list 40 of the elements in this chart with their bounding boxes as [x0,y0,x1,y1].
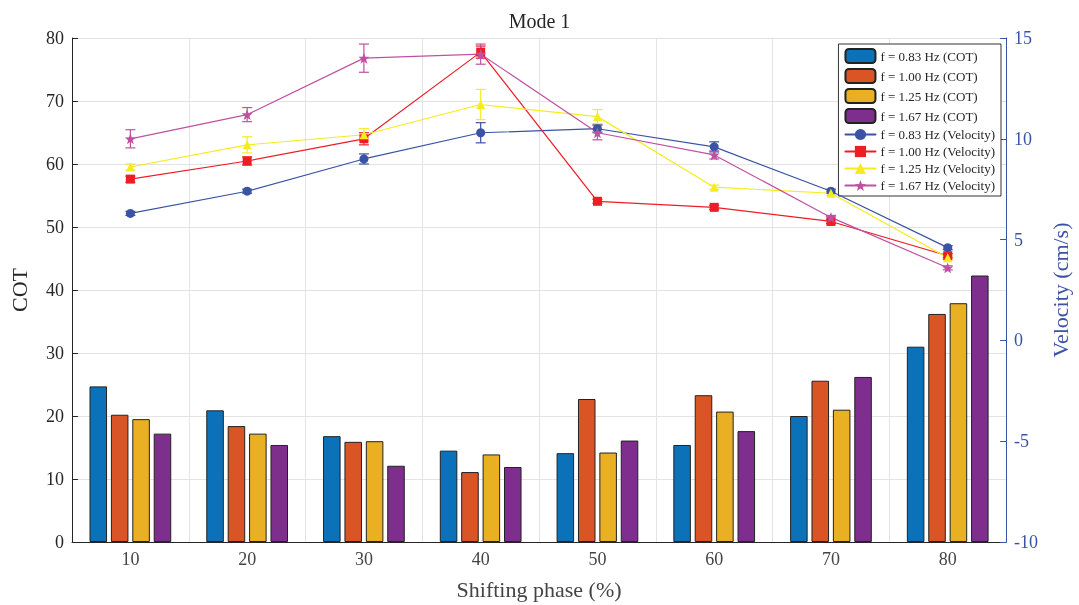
y-tick-label: 60 [46,154,64,174]
y2-tick-label: -10 [1014,532,1039,552]
y-tick-label: 70 [46,91,64,111]
point [124,133,136,145]
x-tick-label: 70 [821,549,840,569]
legend-label: f = 1.00 Hz (Velocity) [880,144,996,159]
y-tick-label: 20 [46,406,64,426]
point [358,52,370,64]
legend-label: f = 1.67 Hz (COT) [880,108,978,124]
y-tick-label: 0 [55,532,64,552]
y-tick-label: 40 [46,280,64,300]
y-tick-label: 80 [46,28,64,48]
y2-tick-label: 10 [1014,128,1033,149]
point [592,112,602,122]
y-tick-label: 30 [46,343,64,363]
legend-label: f = 0.83 Hz (COT) [880,48,978,64]
point [476,100,486,110]
y-axis-title: COT [6,267,32,312]
x-tick-label: 50 [588,549,607,569]
y2-tick-label: 15 [1014,28,1033,48]
x-tick-label: 20 [238,549,257,569]
legend-label: f = 1.00 Hz (COT) [880,68,978,84]
legend-label: f = 1.67 Hz (Velocity) [880,178,996,193]
y2-tick-label: 5 [1014,229,1024,250]
x-tick-label: 40 [471,549,490,569]
y2-tick-label: 0 [1014,330,1024,351]
x-tick-label: 10 [121,549,140,569]
x-tick-label: 80 [938,549,957,569]
legend-label: f = 1.25 Hz (COT) [880,88,978,104]
y-tick-label: 50 [46,217,64,237]
y-tick-label: 10 [46,469,64,489]
legend-label: f = 1.25 Hz (Velocity) [880,161,996,176]
y2-axis-title: Velocity (cm/s) [1047,222,1073,358]
x-tick-label: 60 [705,549,724,569]
legend-label: f = 0.83 Hz (Velocity) [880,127,996,142]
x-tick-label: 30 [354,549,373,569]
point [476,128,486,138]
y2-tick-label: -5 [1014,431,1030,452]
x-axis-title: Shifting phase (%) [456,576,622,602]
chart-title: Mode 1 [508,10,571,32]
